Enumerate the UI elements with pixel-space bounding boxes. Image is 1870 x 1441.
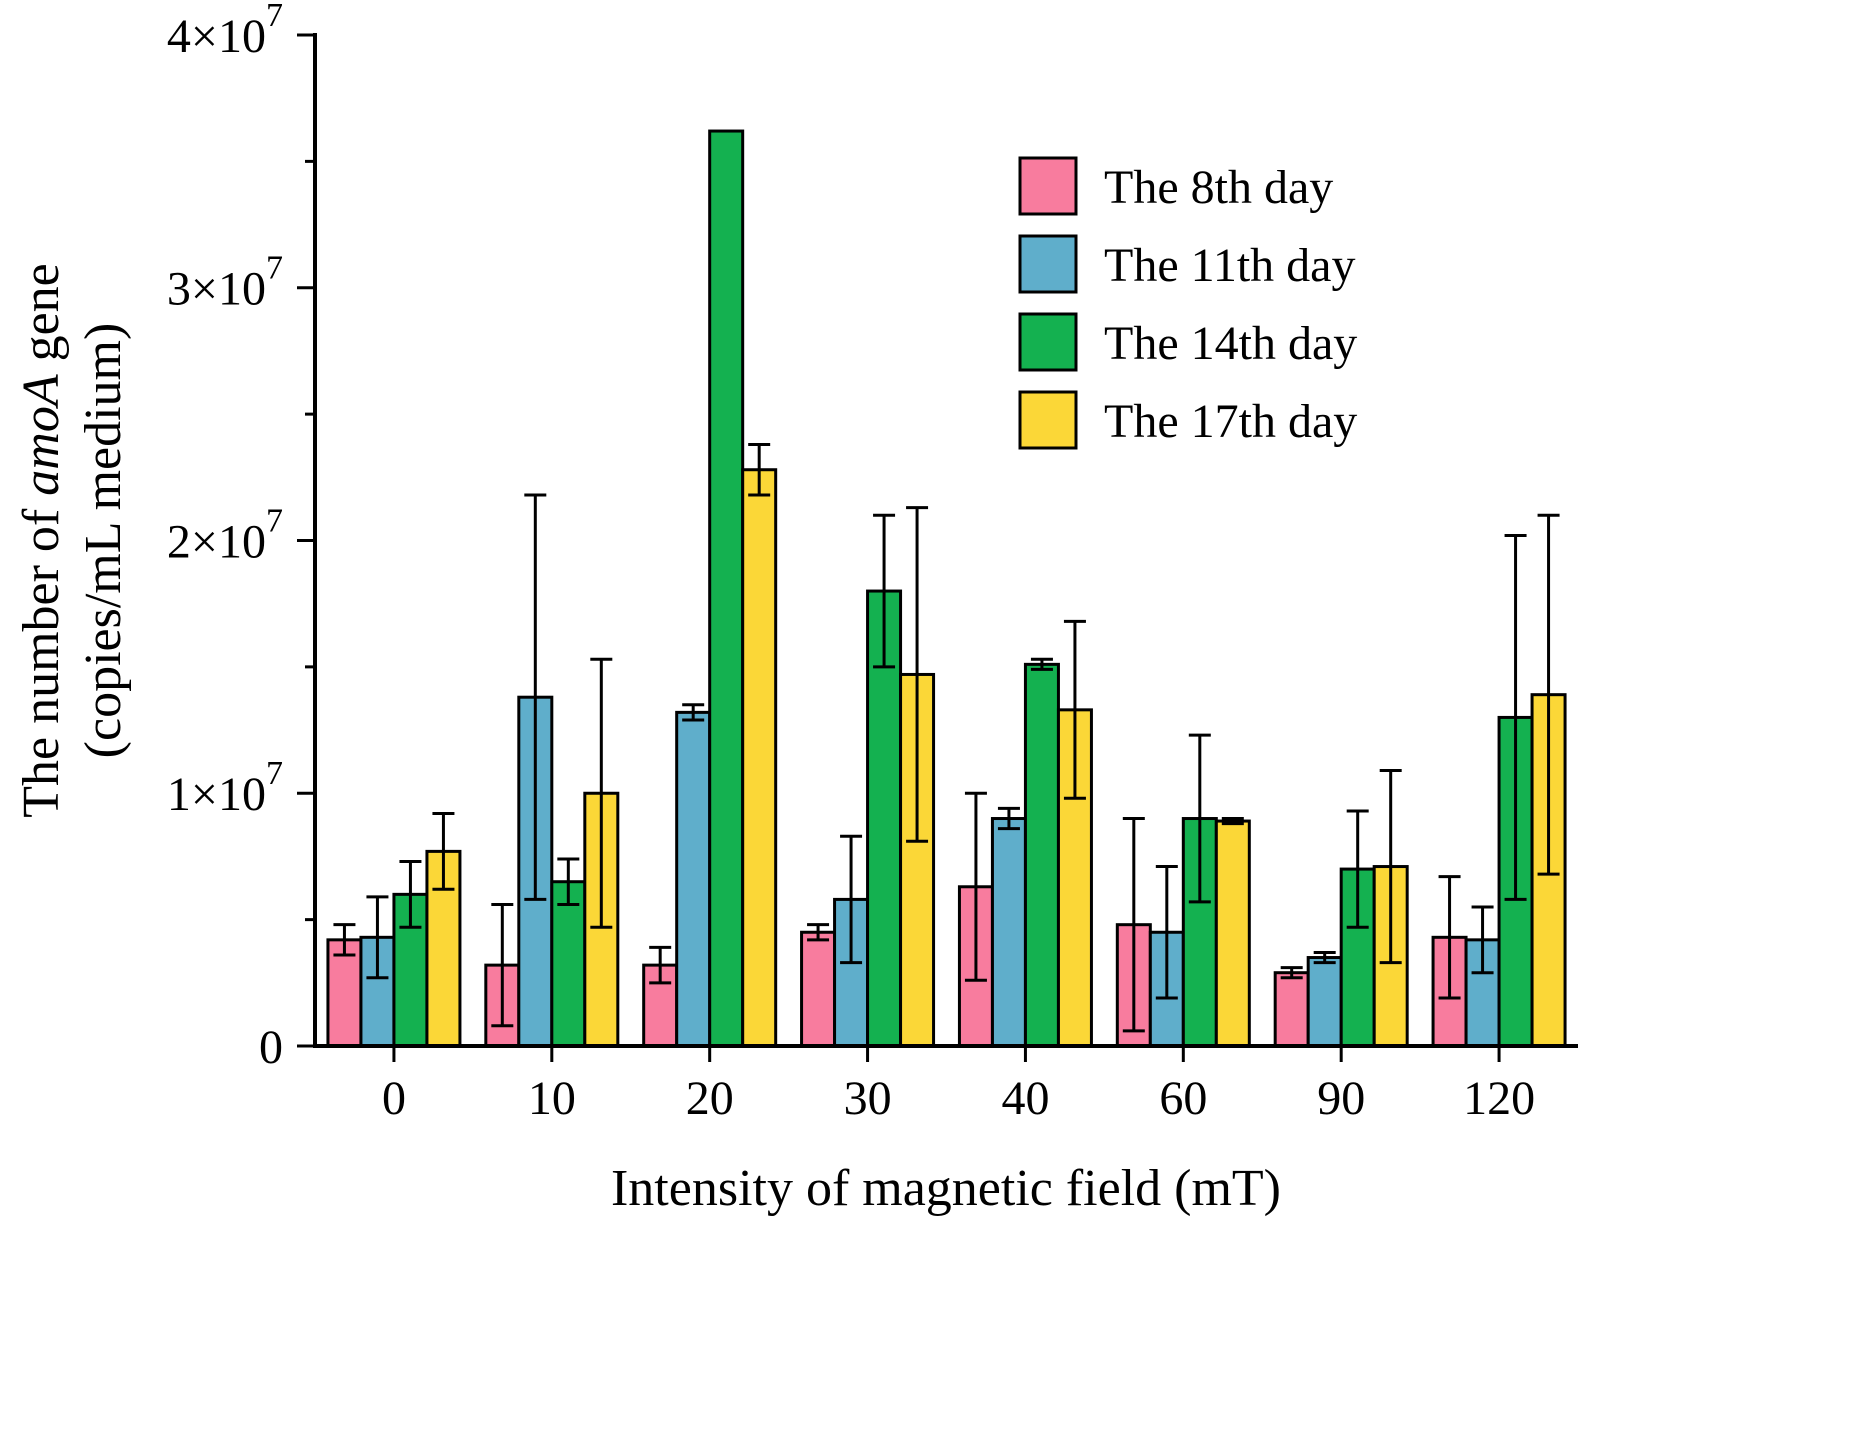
y-tick-label: 3×107: [167, 250, 283, 316]
y-tick-label: 1×107: [167, 755, 283, 821]
bar: [800, 930, 837, 1048]
x-tick-label: 40: [1001, 1072, 1049, 1125]
bar: [1214, 819, 1251, 1048]
bar: [425, 849, 462, 1048]
legend-swatch: [1018, 234, 1078, 294]
legend-label: The 14th day: [1104, 317, 1357, 370]
x-tick-label: 0: [382, 1072, 406, 1125]
legend-swatch: [1018, 390, 1078, 450]
x-tick-label: 90: [1317, 1072, 1365, 1125]
y-tick-label: 0: [259, 1021, 283, 1074]
bar: [741, 468, 778, 1048]
bar: [1306, 956, 1343, 1048]
x-tick-label: 30: [844, 1072, 892, 1125]
x-tick-label: 10: [528, 1072, 576, 1125]
bar: [1273, 971, 1310, 1048]
legend-swatch: [1018, 156, 1078, 216]
legend: The 8th day The 11th day The 14th day The 1…: [1018, 156, 1357, 450]
y-tick-label: 2×107: [167, 502, 283, 568]
y-axis-title: The number of amoA gene: [13, 263, 70, 818]
y-tick-label: 4×107: [167, 0, 283, 63]
x-tick-label: 120: [1463, 1072, 1535, 1125]
legend-label: The 17th day: [1104, 395, 1357, 448]
bar: [990, 817, 1027, 1048]
x-axis-title: Intensity of magnetic field (mT): [611, 1160, 1281, 1217]
bar: [675, 710, 712, 1048]
legend-swatch: [1018, 312, 1078, 372]
y-axis-title: (copies/mL medium): [75, 323, 132, 759]
bar: [550, 880, 587, 1048]
x-tick-label: 60: [1159, 1072, 1207, 1125]
plot-area: 0 1×107 2×107 3×107 4×107 0 10 20 30 40 60 90 120: [167, 0, 1578, 1125]
x-tick-label: 20: [686, 1072, 734, 1125]
legend-label: The 11th day: [1104, 239, 1355, 292]
bar: [708, 129, 745, 1048]
legend-label: The 8th day: [1104, 161, 1333, 214]
bar: [1023, 662, 1060, 1048]
